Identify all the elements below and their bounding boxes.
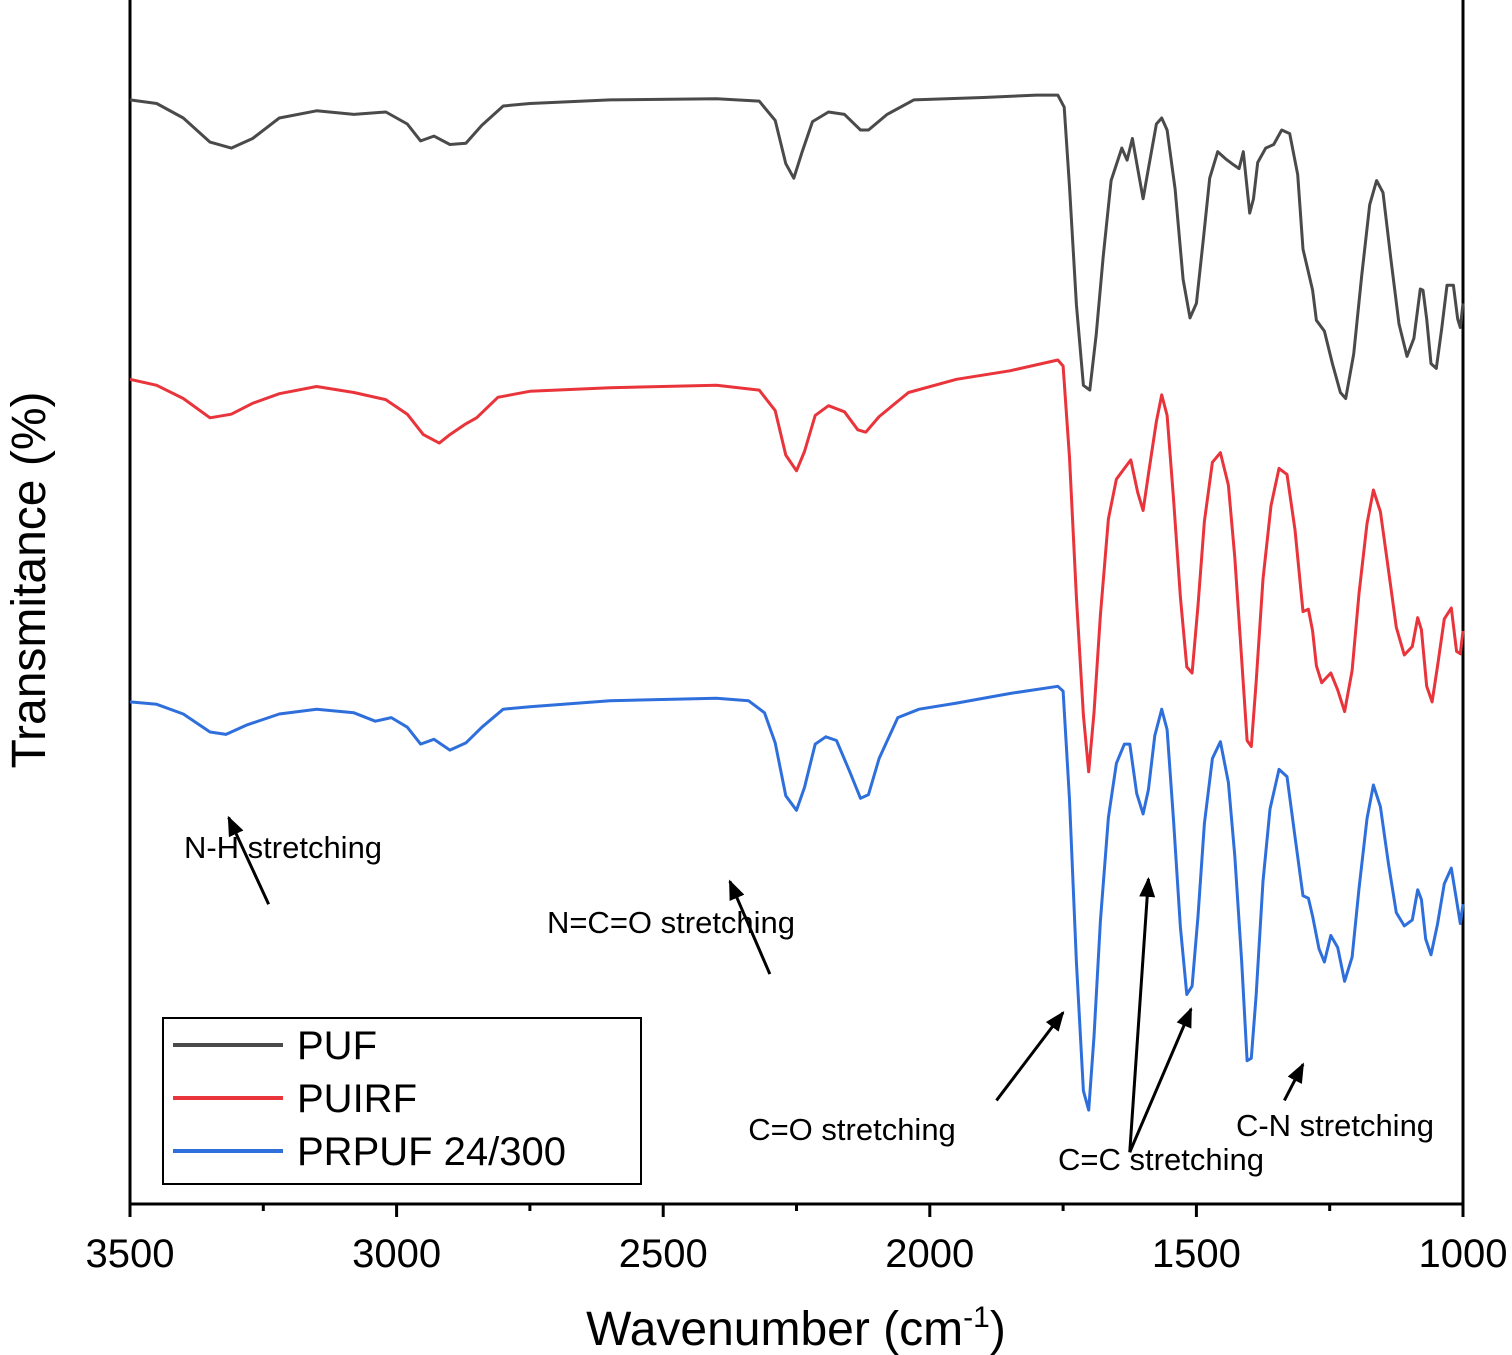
series-line-prpuf-24-300 bbox=[129, 684, 1465, 1112]
annotation-nh-arrow bbox=[227, 815, 270, 905]
annotation-cc-label: C=C stretching bbox=[1058, 1142, 1264, 1177]
legend-label-puirf: PUIRF bbox=[297, 1077, 417, 1121]
series-line-puf bbox=[129, 93, 1465, 400]
legend-label-puf: PUF bbox=[297, 1024, 377, 1068]
series-layer bbox=[129, 93, 1465, 1112]
y-axis-title: Transmitance (%) bbox=[3, 392, 56, 769]
annotation-cc-arrow bbox=[1128, 1007, 1193, 1153]
x-axis-title: Wavenumber (cm-1) bbox=[586, 1301, 1006, 1355]
annotation-nco-arrow bbox=[728, 879, 772, 975]
x-tick-label: 1000 bbox=[1419, 1232, 1508, 1276]
x-tick-label: 3500 bbox=[86, 1232, 175, 1276]
annotations: N-H stretching N=C=O stretching C=O stretc… bbox=[184, 815, 1434, 1177]
annotation-cn: C-N stretching bbox=[1236, 1062, 1434, 1143]
annotation-co-arrow bbox=[995, 1010, 1065, 1102]
x-axis-title-close: ) bbox=[990, 1303, 1006, 1355]
annotation-nco: N=C=O stretching bbox=[547, 879, 795, 975]
x-axis: 3500 3000 2500 2000 1500 1000 bbox=[86, 1204, 1508, 1276]
x-tick-label: 2500 bbox=[619, 1232, 708, 1276]
legend-box bbox=[162, 1017, 642, 1185]
legend: PUF PUIRF PRPUF 24/300 bbox=[162, 1017, 642, 1185]
x-axis-title-main: Wavenumber (cm bbox=[586, 1303, 963, 1355]
annotation-cc: C=C stretching bbox=[1058, 876, 1264, 1177]
annotation-cc-arrow bbox=[1128, 876, 1156, 1153]
x-axis-title-sup: -1 bbox=[963, 1301, 990, 1334]
annotation-cn-label: C-N stretching bbox=[1236, 1108, 1434, 1143]
x-tick-label: 2000 bbox=[885, 1232, 974, 1276]
annotation-cn-arrow bbox=[1283, 1062, 1305, 1102]
annotation-co: C=O stretching bbox=[748, 1010, 1065, 1147]
annotation-nh: N-H stretching bbox=[184, 815, 382, 905]
annotation-nco-label: N=C=O stretching bbox=[547, 905, 795, 940]
legend-label-prpuf: PRPUF 24/300 bbox=[297, 1130, 566, 1174]
annotation-co-label: C=O stretching bbox=[748, 1112, 956, 1147]
annotation-nh-label: N-H stretching bbox=[184, 830, 382, 865]
x-tick-label: 1500 bbox=[1152, 1232, 1241, 1276]
x-tick-label: 3000 bbox=[352, 1232, 441, 1276]
series-line-puirf bbox=[129, 358, 1465, 774]
